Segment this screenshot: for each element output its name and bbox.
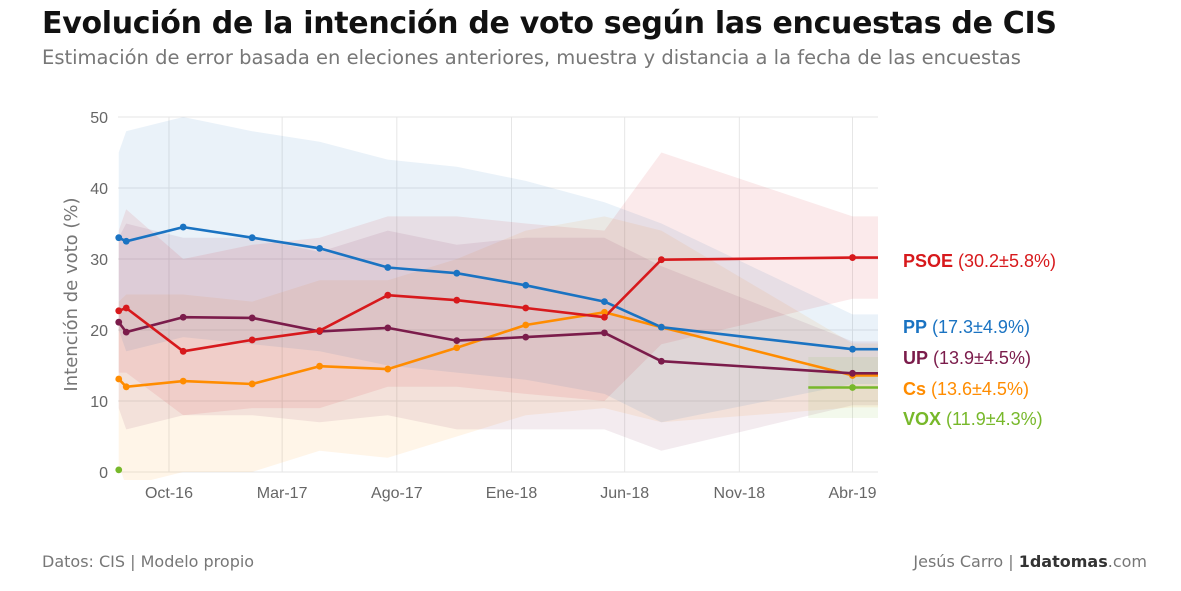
point-vox — [849, 384, 856, 391]
y-tick-label: 30 — [90, 252, 108, 269]
line-cs — [117, 310, 878, 389]
x-tick-label: Ene-18 — [486, 485, 538, 502]
y-tick-label: 20 — [90, 323, 108, 340]
point-psoe — [601, 313, 608, 321]
line-psoe — [118, 256, 878, 353]
line-pp — [118, 225, 878, 351]
series-value: (17.3±4.9%) — [927, 317, 1030, 337]
series-lines — [117, 225, 878, 389]
point-psoe — [453, 296, 461, 304]
brand-name: 1datomas — [1018, 552, 1108, 571]
chart-subtitle: Estimación de error basada en eleciones … — [42, 46, 1021, 69]
label-pp: PP (17.3±4.9%) — [903, 317, 1030, 337]
series-name: VOX — [903, 409, 941, 429]
y-axis-label: Intención de voto (%) — [61, 197, 82, 391]
point-up — [179, 313, 187, 321]
label-vox: VOX (11.9±4.3%) — [903, 409, 1043, 429]
point-up — [657, 357, 665, 365]
point-cs — [122, 383, 130, 391]
point-pp — [601, 298, 608, 305]
y-tick-label: 40 — [90, 181, 108, 198]
point-pp — [316, 244, 324, 252]
point-cs — [179, 377, 187, 385]
point-cs — [522, 321, 530, 329]
series-value: (13.9±4.5%) — [928, 348, 1031, 368]
point-up — [601, 329, 608, 337]
chart-title: Evolución de la intención de voto según … — [42, 6, 1057, 41]
point-psoe — [316, 327, 324, 335]
point-psoe — [179, 347, 187, 355]
point-up — [248, 314, 256, 322]
label-psoe: PSOE (30.2±5.8%) — [903, 251, 1056, 271]
series-name: PSOE — [903, 251, 953, 271]
point-up — [384, 324, 392, 332]
point-pp — [384, 264, 392, 271]
point-pp — [453, 269, 461, 277]
x-tick-label: Jun-18 — [600, 485, 649, 502]
point-psoe — [849, 254, 856, 261]
author-name: Jesús Carro | — [913, 552, 1019, 571]
point-cs — [316, 362, 324, 370]
x-tick-label: Nov-18 — [714, 485, 766, 502]
error-band-cs — [118, 216, 878, 480]
series-name: Cs — [903, 379, 926, 399]
y-tick-label: 0 — [99, 465, 108, 482]
point-up — [453, 337, 461, 345]
point-pp — [248, 234, 256, 242]
point-vox — [115, 466, 123, 474]
point-psoe — [657, 256, 665, 264]
x-tick-label: Abr-19 — [829, 485, 877, 502]
point-pp — [115, 234, 123, 242]
point-psoe — [248, 336, 256, 344]
error-band-psoe — [118, 152, 878, 416]
point-up — [122, 328, 130, 336]
point-psoe — [522, 304, 530, 312]
point-cs — [601, 308, 608, 316]
error-band-up — [118, 223, 878, 451]
point-cs — [248, 380, 256, 388]
point-up — [115, 318, 123, 326]
point-pp — [122, 237, 130, 245]
series-value: (30.2±5.8%) — [953, 251, 1056, 271]
point-cs — [453, 344, 461, 352]
point-cs — [384, 365, 392, 373]
point-pp — [849, 345, 856, 353]
point-up — [522, 333, 530, 341]
point-pp — [179, 223, 187, 231]
y-tick-label: 10 — [90, 394, 108, 411]
line-up — [117, 315, 878, 375]
source-note: Datos: CIS | Modelo propio — [42, 552, 255, 571]
error-bands — [118, 117, 878, 480]
point-psoe — [115, 307, 123, 315]
x-tick-label: Oct-16 — [145, 485, 193, 502]
point-psoe — [384, 291, 392, 299]
series-name: UP — [903, 348, 928, 368]
label-up: UP (13.9±4.5%) — [903, 348, 1031, 368]
point-pp — [522, 281, 530, 289]
grid — [118, 116, 878, 473]
point-pp — [657, 323, 665, 331]
x-tick-label: Mar-17 — [257, 485, 308, 502]
author-credit: Jesús Carro | 1datomas.com — [913, 552, 1147, 571]
series-points — [115, 223, 856, 474]
error-band-pp — [118, 117, 878, 423]
series-value: (13.6±4.5%) — [926, 379, 1029, 399]
x-tick-label: Ago-17 — [371, 485, 423, 502]
axes: 0 10 20 30 40 50 Oct-16 Mar-17 Ago-17 Ene-18 Jun-1… — [61, 110, 877, 502]
series-name: PP — [903, 317, 927, 337]
series-labels: PSOE (30.2±5.8%) PP (17.3±4.9%) UP (13.9±4… — [903, 251, 1056, 429]
label-cs: Cs (13.6±4.5%) — [903, 379, 1029, 399]
series-value: (11.9±4.3%) — [941, 409, 1043, 429]
point-psoe — [122, 304, 130, 312]
point-up — [849, 369, 856, 377]
point-cs — [115, 375, 123, 383]
brand-suffix: .com — [1107, 552, 1147, 571]
y-tick-label: 50 — [90, 110, 108, 127]
